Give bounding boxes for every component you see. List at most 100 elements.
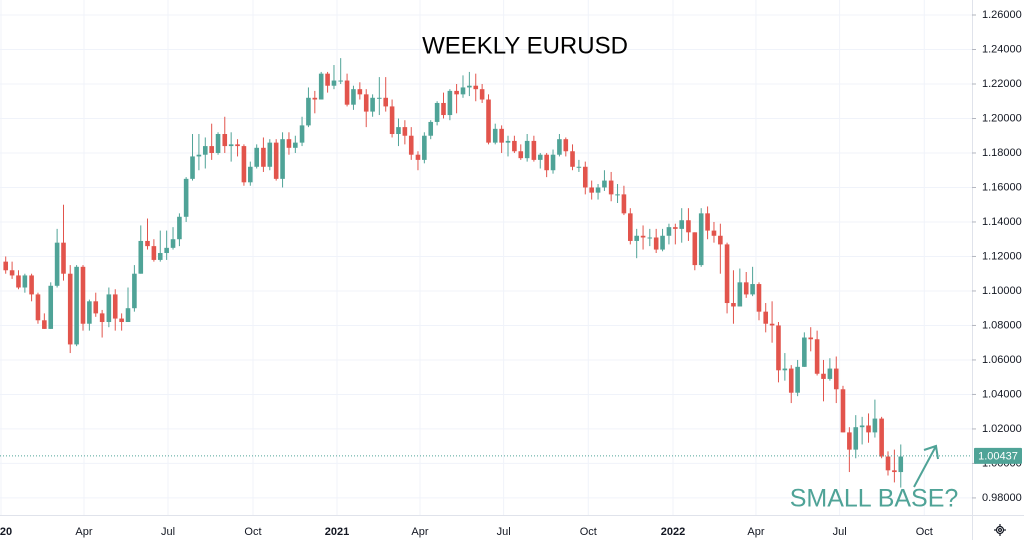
candle-body bbox=[647, 237, 653, 239]
candle-body bbox=[608, 180, 614, 195]
candle-body bbox=[782, 368, 788, 371]
candle-body bbox=[795, 366, 800, 393]
candle-body bbox=[724, 244, 730, 304]
candle-body bbox=[460, 87, 466, 95]
x-tick-label: Jul bbox=[161, 526, 175, 538]
candle-body bbox=[183, 178, 189, 217]
candle-body bbox=[653, 237, 659, 250]
candle-body bbox=[312, 97, 318, 100]
candle-body bbox=[254, 147, 259, 167]
candle-body bbox=[74, 266, 79, 345]
candle-body bbox=[318, 73, 324, 100]
candle-body bbox=[261, 147, 266, 167]
candle-body bbox=[280, 139, 285, 179]
candle-body bbox=[692, 232, 698, 266]
candle-body bbox=[802, 337, 807, 367]
candle-body bbox=[467, 85, 472, 88]
candle-body bbox=[621, 194, 627, 214]
candle-body bbox=[16, 275, 21, 288]
x-tick-label: 20 bbox=[0, 526, 12, 538]
candle-body bbox=[196, 154, 202, 157]
candle-body bbox=[447, 90, 453, 116]
x-tick-label: Jul bbox=[833, 526, 847, 538]
candle-body bbox=[54, 242, 60, 286]
grid bbox=[0, 0, 972, 515]
candle-body bbox=[228, 144, 234, 147]
candle-body bbox=[351, 89, 356, 105]
candle-body bbox=[42, 320, 47, 329]
candle-body bbox=[48, 285, 54, 329]
candle-body bbox=[9, 270, 15, 276]
candle-body bbox=[157, 253, 163, 260]
candle-body bbox=[788, 368, 794, 393]
candle-body bbox=[853, 427, 859, 450]
candle-body bbox=[389, 106, 395, 135]
y-tick-label: 1.14000 bbox=[982, 216, 1022, 228]
candle-body bbox=[402, 127, 408, 136]
y-tick-label: 0.98000 bbox=[982, 492, 1022, 504]
candle-body bbox=[80, 266, 86, 324]
x-tick-label: 2021 bbox=[325, 526, 349, 538]
x-tick-label: Apr bbox=[411, 526, 428, 538]
candle-body bbox=[570, 151, 575, 167]
candle-body bbox=[454, 90, 459, 95]
candle-body bbox=[441, 102, 446, 116]
y-tick-label: 1.16000 bbox=[982, 181, 1022, 193]
candle-body bbox=[750, 284, 755, 295]
x-tick-label: Apr bbox=[747, 526, 764, 538]
candle-body bbox=[743, 282, 749, 295]
last-price-box bbox=[974, 447, 1022, 464]
candle-body bbox=[505, 140, 511, 143]
y-tick-label: 1.26000 bbox=[982, 9, 1022, 21]
x-tick-label: Jul bbox=[497, 526, 511, 538]
candle-body bbox=[235, 144, 240, 147]
candle-body bbox=[190, 156, 195, 179]
candle-body bbox=[151, 246, 157, 260]
candle-body bbox=[306, 97, 311, 126]
candle-body bbox=[215, 134, 221, 153]
candle-body bbox=[396, 127, 401, 135]
settings-icon[interactable] bbox=[994, 524, 1006, 536]
candle-body bbox=[776, 325, 781, 371]
candle-body bbox=[582, 166, 588, 188]
candle-body bbox=[833, 368, 839, 390]
candle-body bbox=[177, 216, 182, 240]
candle-body bbox=[808, 337, 814, 340]
candle-body bbox=[666, 227, 672, 236]
candle-body bbox=[67, 273, 73, 345]
candle-body bbox=[557, 139, 562, 155]
candle-body bbox=[248, 166, 253, 183]
last-price-label: 1.00437 bbox=[978, 450, 1018, 462]
candle-body bbox=[119, 318, 124, 323]
candle-body bbox=[686, 220, 691, 233]
candle-body bbox=[202, 146, 208, 155]
y-tick-label: 1.10000 bbox=[982, 285, 1022, 297]
candle-body bbox=[640, 235, 646, 238]
y-tick-label: 1.22000 bbox=[982, 78, 1022, 90]
candle-body bbox=[660, 235, 665, 250]
candle-body bbox=[273, 142, 279, 179]
candle-body bbox=[628, 213, 633, 241]
candles bbox=[3, 58, 904, 488]
candle-body bbox=[821, 373, 826, 379]
candle-body bbox=[145, 240, 150, 247]
candle-body bbox=[737, 282, 743, 307]
candle-body bbox=[486, 99, 491, 143]
candle-body bbox=[859, 425, 865, 428]
candle-body bbox=[370, 97, 375, 112]
candle-body bbox=[132, 273, 137, 309]
candle-body bbox=[544, 154, 549, 171]
candle-body bbox=[473, 85, 479, 90]
candle-body bbox=[595, 187, 601, 193]
candle-body bbox=[138, 240, 144, 274]
candle-body bbox=[3, 261, 9, 271]
candle-body bbox=[589, 187, 594, 193]
candle-body bbox=[602, 180, 607, 188]
candle-body bbox=[434, 102, 440, 122]
candle-body bbox=[718, 235, 723, 245]
candle-body bbox=[325, 73, 330, 86]
candle-body bbox=[286, 139, 292, 148]
candle-body bbox=[531, 140, 537, 160]
candle-body bbox=[898, 456, 904, 473]
